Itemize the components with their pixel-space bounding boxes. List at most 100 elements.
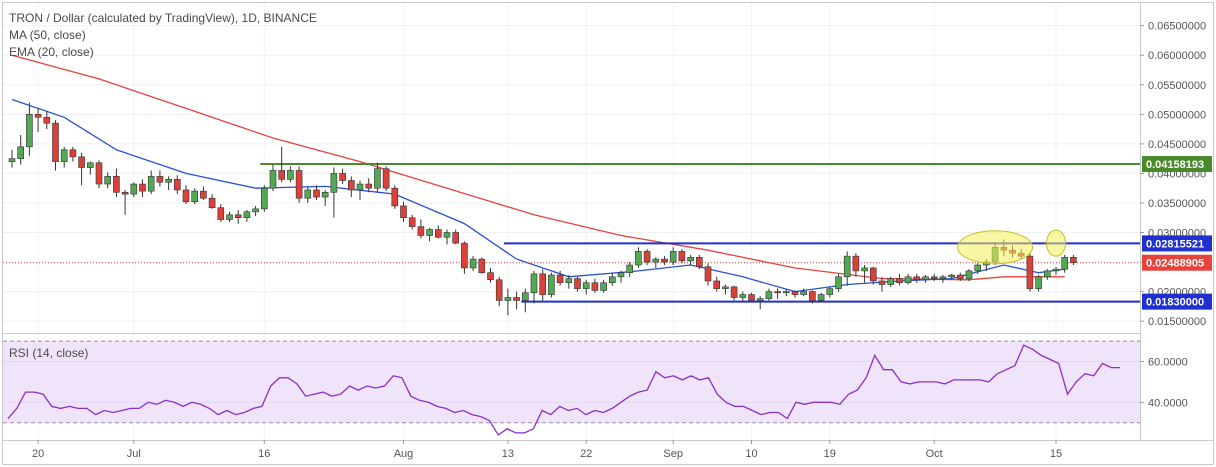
candle-body bbox=[669, 251, 677, 263]
candle-body bbox=[635, 251, 642, 266]
candle-body bbox=[461, 242, 468, 269]
rsi-line bbox=[7, 344, 1120, 436]
candle-body bbox=[930, 276, 938, 279]
highlight-ellipse bbox=[1045, 229, 1067, 257]
candle-body bbox=[626, 264, 634, 273]
candle-body bbox=[835, 276, 842, 289]
candle-body bbox=[565, 278, 573, 284]
candle-body bbox=[52, 122, 59, 162]
candle-body bbox=[234, 214, 242, 219]
candle-body bbox=[339, 173, 346, 181]
candle-body bbox=[217, 207, 225, 220]
candle-body bbox=[782, 291, 790, 294]
candle-body bbox=[347, 180, 355, 191]
candle-body bbox=[878, 280, 886, 285]
candle-body bbox=[443, 232, 451, 238]
candle-body bbox=[408, 217, 416, 227]
candle-body bbox=[365, 183, 373, 189]
price-tick-label: 0.05000000 bbox=[1148, 109, 1206, 121]
candle-body bbox=[113, 176, 120, 193]
candle-body bbox=[730, 286, 738, 298]
candle-body bbox=[434, 229, 442, 238]
candle-body bbox=[652, 258, 660, 263]
candle-body bbox=[487, 272, 494, 281]
time-tick-label: 19 bbox=[824, 448, 836, 460]
candle-body bbox=[469, 258, 477, 269]
candle-body bbox=[1052, 268, 1060, 272]
candle-body bbox=[887, 278, 895, 285]
candle-body bbox=[287, 170, 294, 180]
time-axis[interactable]: 20 Jul 16 Aug 13 22 Sep 10 19 Oct 15 bbox=[32, 440, 1062, 460]
price-pane[interactable] bbox=[3, 3, 1140, 440]
candle-body bbox=[1035, 276, 1042, 289]
candle-body bbox=[295, 170, 303, 199]
candle-body bbox=[678, 251, 686, 262]
candle-body bbox=[530, 273, 538, 294]
candle-body bbox=[643, 251, 651, 263]
candle-body bbox=[17, 146, 25, 159]
price-tick-label: 0.05500000 bbox=[1148, 80, 1206, 92]
candle-body bbox=[939, 276, 947, 279]
level-badge-label: 0.01830000 bbox=[1146, 297, 1204, 309]
candle-body bbox=[896, 278, 903, 284]
candle-body bbox=[330, 173, 338, 193]
candle-body bbox=[800, 291, 808, 295]
time-tick-label: Oct bbox=[926, 448, 943, 460]
ma-legend: MA (50, close) bbox=[9, 28, 86, 42]
candle-body bbox=[104, 176, 111, 185]
candle-body bbox=[965, 270, 973, 279]
last-price-badge-label: 0.02488905 bbox=[1146, 258, 1204, 270]
rsi-band bbox=[3, 341, 1140, 423]
candle-body bbox=[765, 291, 773, 299]
candle-body bbox=[174, 179, 181, 191]
candle-body bbox=[304, 189, 312, 199]
candle-body bbox=[400, 205, 407, 219]
candle-body bbox=[922, 276, 929, 281]
candle-body bbox=[78, 156, 85, 168]
candle-body bbox=[417, 226, 425, 236]
candle-body bbox=[582, 282, 590, 289]
time-tick-label: 13 bbox=[502, 448, 514, 460]
rsi-axis[interactable]: 60.0000 40.0000 bbox=[1140, 356, 1188, 409]
rsi-legend: RSI (14, close) bbox=[9, 346, 88, 360]
candle-body bbox=[130, 183, 138, 195]
rsi-pane[interactable] bbox=[3, 340, 1140, 436]
candle-body bbox=[182, 189, 190, 203]
candle-body bbox=[748, 294, 755, 301]
candle-body bbox=[191, 190, 198, 203]
candle-body bbox=[695, 257, 703, 268]
price-tick-label: 0.04500000 bbox=[1148, 139, 1206, 151]
candle-body bbox=[34, 114, 42, 118]
candle-body bbox=[1061, 257, 1068, 270]
candle-body bbox=[687, 257, 694, 262]
candle-body bbox=[809, 291, 816, 301]
candle-body bbox=[478, 258, 486, 273]
level-badge-label: 0.02815521 bbox=[1146, 238, 1204, 250]
candle-body bbox=[426, 229, 433, 236]
time-tick-label: 10 bbox=[745, 448, 757, 460]
candle-body bbox=[956, 274, 964, 279]
candle-body bbox=[260, 187, 268, 210]
candle-body bbox=[200, 190, 207, 199]
candle-body bbox=[374, 168, 381, 189]
candlesticks bbox=[8, 102, 1077, 316]
candle-body bbox=[521, 292, 529, 301]
candle-body bbox=[722, 286, 729, 289]
candle-body bbox=[843, 255, 851, 278]
candle-body bbox=[382, 168, 390, 189]
candle-body bbox=[1070, 257, 1077, 263]
candle-body bbox=[756, 298, 764, 301]
candle-body bbox=[574, 278, 581, 289]
candle-body bbox=[617, 272, 625, 278]
price-axis[interactable]: 0.06500000 0.06000000 0.05500000 0.05000000… bbox=[1140, 21, 1212, 328]
time-tick-label: 15 bbox=[1050, 448, 1062, 460]
candle-body bbox=[226, 214, 233, 220]
candle-body bbox=[704, 266, 712, 282]
candle-body bbox=[452, 232, 460, 244]
price-tick-label: 0.01500000 bbox=[1148, 316, 1206, 328]
candle-body bbox=[60, 149, 68, 162]
rsi-tick-label: 40.0000 bbox=[1148, 397, 1188, 409]
candle-body bbox=[87, 162, 94, 168]
candle-body bbox=[861, 267, 868, 272]
